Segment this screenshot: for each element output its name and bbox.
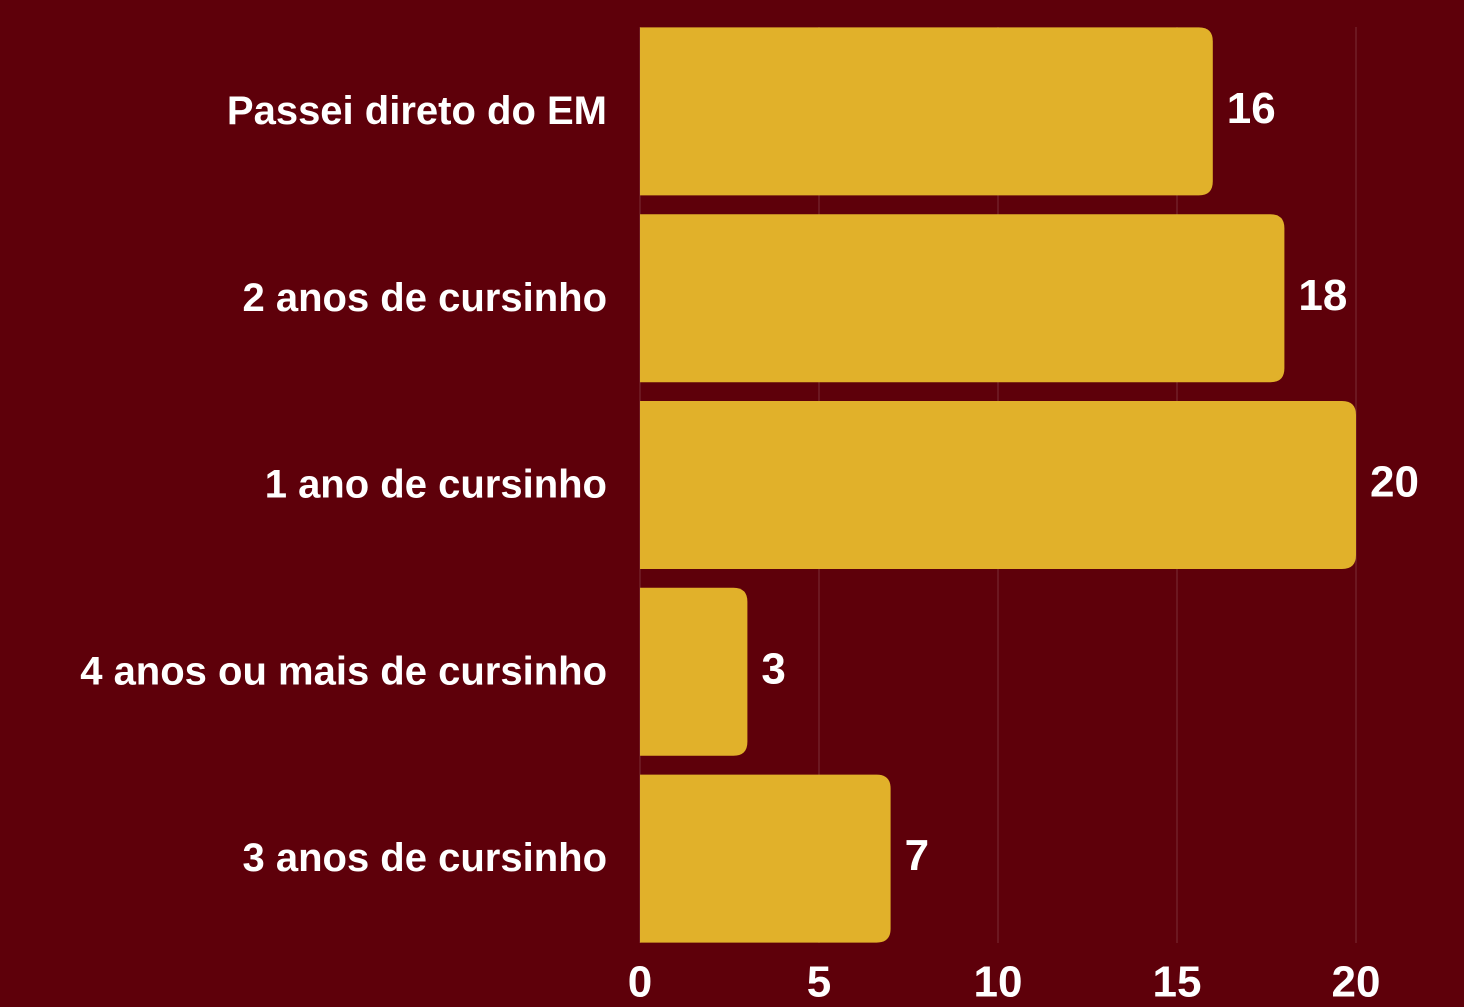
x-tick-label: 0 xyxy=(628,958,652,1007)
value-label: 3 xyxy=(761,644,785,693)
value-label: 16 xyxy=(1227,84,1276,133)
value-label: 7 xyxy=(905,831,929,880)
value-label: 20 xyxy=(1370,458,1419,507)
bar xyxy=(640,27,1213,196)
y-tick-label: 3 anos de cursinho xyxy=(242,836,607,880)
y-tick-label: 1 ano de cursinho xyxy=(265,463,607,507)
x-tick-label: 15 xyxy=(1153,958,1202,1007)
x-tick-label: 10 xyxy=(974,958,1023,1007)
value-label: 18 xyxy=(1298,271,1347,320)
bar xyxy=(640,587,748,756)
bar xyxy=(640,214,1285,383)
y-tick-label: Passei direto do EM xyxy=(227,89,607,133)
x-tick-label: 20 xyxy=(1332,958,1381,1007)
y-tick-label: 2 anos de cursinho xyxy=(242,276,607,320)
y-tick-label: 4 anos ou mais de cursinho xyxy=(80,649,607,693)
bar xyxy=(640,774,891,943)
bar xyxy=(640,401,1356,569)
x-tick-label: 5 xyxy=(807,958,831,1007)
